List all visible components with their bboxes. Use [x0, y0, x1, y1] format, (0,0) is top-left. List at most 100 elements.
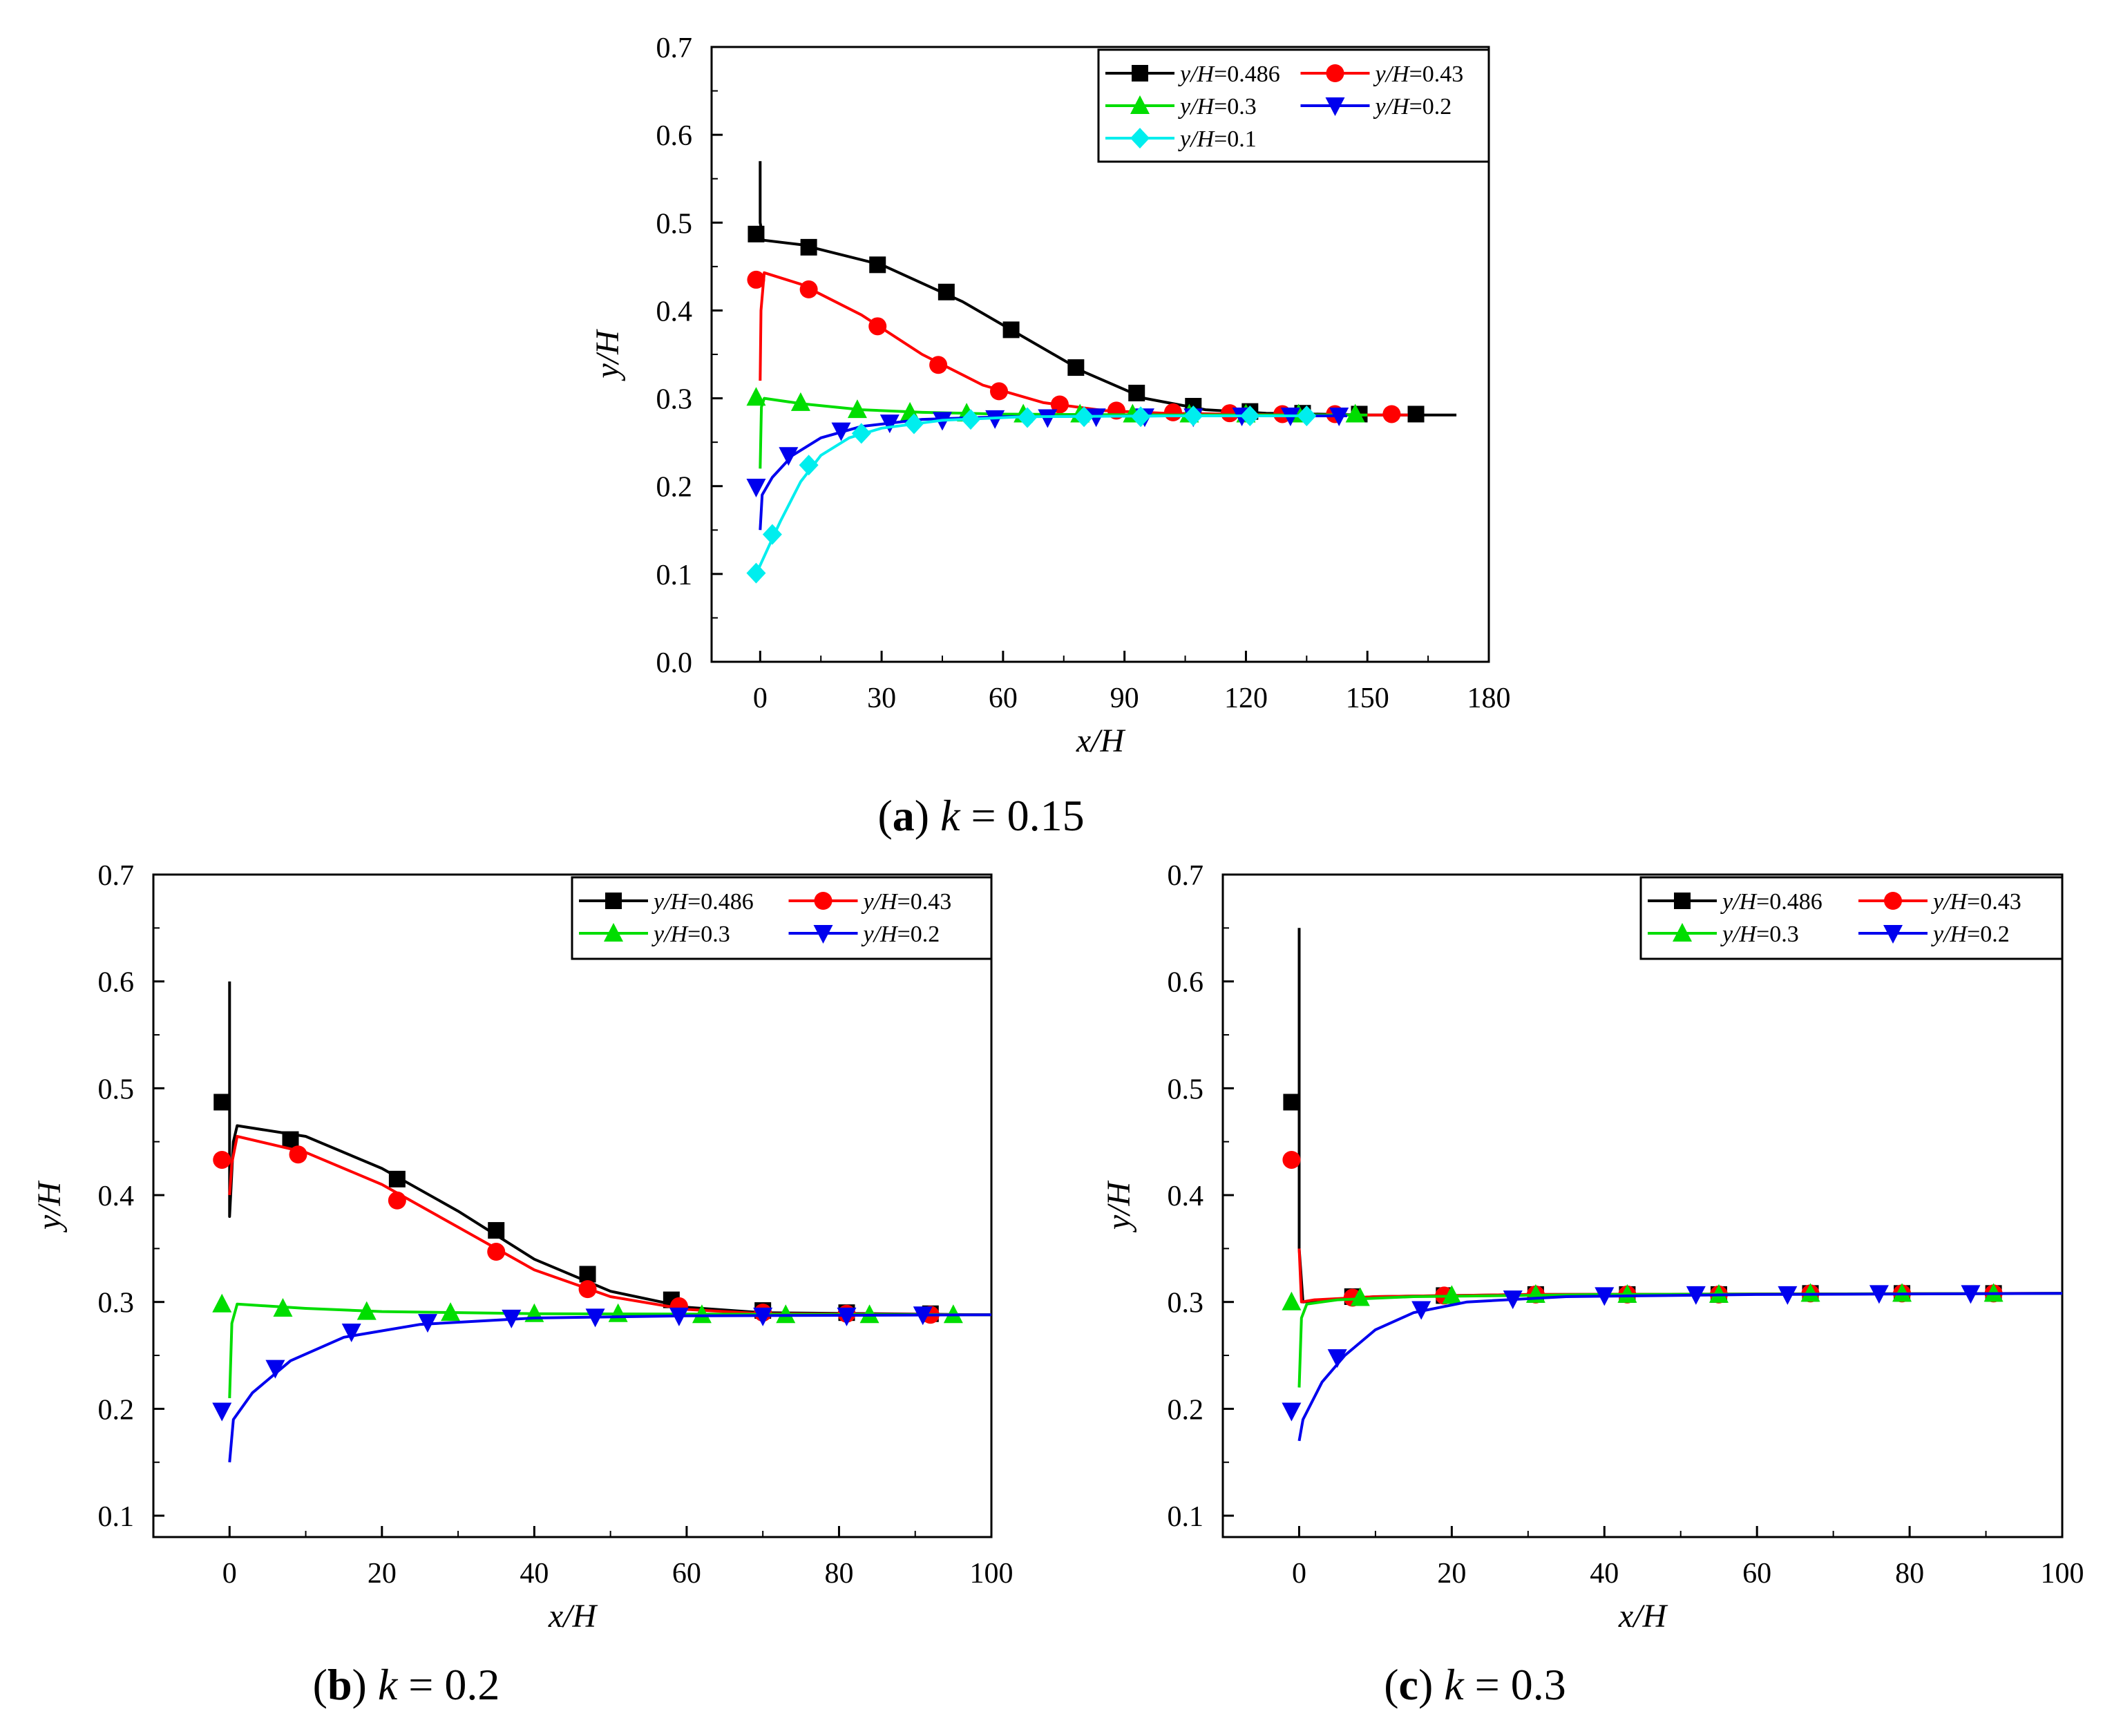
y-tick-label: 0.3	[1168, 1288, 1204, 1319]
data-point	[441, 1302, 461, 1322]
data-point	[1282, 1291, 1302, 1310]
x-tick-label: 30	[867, 683, 896, 714]
x-tick-label: 20	[1437, 1558, 1466, 1590]
x-axis-label: x/H	[1076, 723, 1126, 759]
data-point	[1686, 1286, 1706, 1305]
legend-marker	[604, 923, 623, 942]
x-tick-label: 0	[222, 1558, 237, 1590]
data-point	[1067, 359, 1085, 376]
data-point	[488, 1222, 505, 1239]
x-tick-label: 60	[989, 683, 1018, 714]
legend-marker	[1326, 64, 1344, 82]
data-point	[578, 1280, 597, 1299]
legend-marker	[1325, 97, 1345, 116]
data-point	[213, 1094, 231, 1111]
legend-marker	[814, 892, 832, 910]
y-axis-label: y/H	[1101, 1181, 1137, 1234]
data-point	[487, 1243, 506, 1261]
data-point	[1018, 407, 1038, 428]
x-tick-label: 150	[1346, 683, 1389, 714]
data-point	[799, 455, 819, 476]
data-point	[1282, 1402, 1302, 1422]
x-tick-label: 120	[1224, 683, 1268, 714]
x-tick-label: 0	[753, 683, 768, 714]
y-tick-label: 0.2	[656, 472, 693, 504]
data-point	[800, 238, 817, 256]
data-point	[869, 256, 886, 274]
legend-label: y/H=0.43	[1373, 61, 1464, 87]
data-point	[1503, 1290, 1523, 1310]
series-line	[759, 271, 1408, 417]
data-point	[1442, 1285, 1462, 1304]
y-tick-label: 0.6	[98, 967, 135, 999]
x-tick-label: 180	[1467, 683, 1511, 714]
y-tick-label: 0.3	[98, 1288, 135, 1319]
legend-marker	[1673, 923, 1692, 942]
legend: y/H=0.486 y/H=0.43 y/H=0.3 y/H=0.2	[571, 876, 993, 960]
data-point	[417, 1314, 437, 1333]
data-point	[1350, 1287, 1370, 1306]
data-point	[1961, 1285, 1981, 1304]
legend: y/H=0.486 y/H=0.43 y/H=0.3 y/H=0.2 y/H=0.1	[1097, 48, 1490, 163]
y-tick-label: 0.5	[656, 208, 693, 240]
x-tick-label: 0	[1292, 1558, 1306, 1590]
legend-marker	[605, 893, 622, 909]
data-point	[289, 1145, 307, 1164]
data-point	[746, 562, 766, 584]
data-point	[1297, 406, 1317, 426]
legend-label: y/H=0.2	[1931, 922, 2010, 947]
chart-panel-c: 0 20 40 60 80 100 0.1 0.2 0.3 0.4 0.5 0.6 0.7 x/H y/H y…	[1101, 860, 2084, 1709]
data-point	[747, 270, 765, 289]
data-point	[1595, 1287, 1615, 1306]
data-point	[859, 1304, 879, 1324]
legend-marker	[1130, 95, 1150, 114]
series-line	[1297, 1292, 2063, 1388]
legend-label: y/H=0.486	[1720, 889, 1823, 915]
data-point	[1407, 406, 1425, 423]
x-axis-label: x/H	[1618, 1598, 1668, 1634]
data-point	[585, 1308, 605, 1328]
legend-marker	[1883, 925, 1903, 944]
data-point	[1240, 406, 1260, 426]
data-point	[904, 413, 924, 435]
y-tick-label: 0.1	[98, 1501, 135, 1533]
legend-marker	[1132, 65, 1148, 82]
data-point	[212, 1402, 232, 1422]
data-point	[1282, 1150, 1301, 1169]
y-tick-label: 0.2	[98, 1394, 135, 1426]
data-point	[753, 1307, 773, 1326]
legend-label: y/H=0.43	[1931, 889, 2021, 915]
x-tick-label: 20	[368, 1558, 397, 1590]
data-point	[779, 447, 799, 466]
y-tick-label: 0.4	[98, 1181, 135, 1212]
data-point	[776, 1304, 796, 1324]
plot-frame	[1221, 873, 2064, 1538]
legend-marker	[813, 925, 833, 944]
x-tick-label: 100	[2041, 1558, 2084, 1590]
legend-frame	[571, 876, 993, 960]
data-point	[282, 1131, 299, 1148]
data-point	[938, 283, 955, 301]
series-line	[759, 414, 1347, 531]
data-point	[1617, 1284, 1637, 1303]
y-tick-label: 0.1	[1168, 1501, 1204, 1533]
legend-label: y/H=0.2	[862, 922, 940, 947]
data-point	[746, 478, 766, 497]
legend-label: y/H=0.3	[1178, 94, 1257, 120]
series-line	[228, 981, 992, 1317]
data-point	[356, 1301, 377, 1320]
data-point	[1327, 1349, 1347, 1368]
data-point	[692, 1304, 712, 1324]
series-line	[754, 414, 1307, 575]
series-line	[1297, 1292, 2063, 1442]
y-tick-label: 0.4	[1168, 1181, 1204, 1212]
legend-label: y/H=0.1	[1178, 126, 1257, 152]
y-tick-label: 0.0	[656, 647, 693, 679]
data-point	[1086, 408, 1106, 428]
y-axis-label: y/H	[589, 329, 626, 382]
panel-caption: (a) k = 0.15	[877, 791, 1084, 840]
data-point	[388, 1191, 406, 1210]
data-point	[929, 356, 948, 374]
y-axis-label: y/H	[31, 1181, 68, 1234]
x-axis-label: x/H	[548, 1598, 598, 1634]
